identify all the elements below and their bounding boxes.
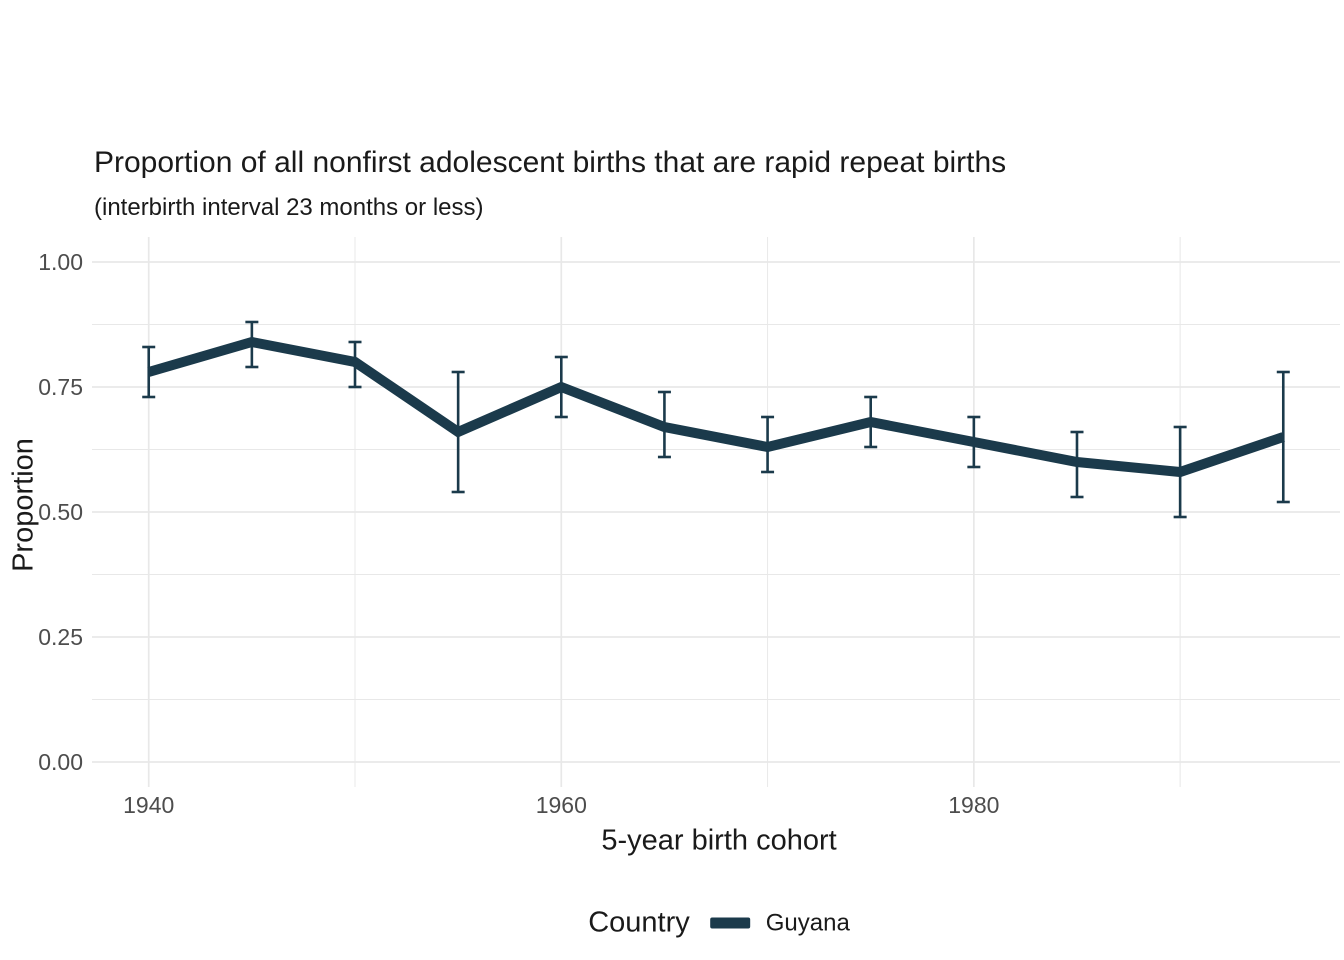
chart-subtitle: (interbirth interval 23 months or less) xyxy=(94,194,484,221)
y-tick-label: 0.25 xyxy=(38,624,83,650)
legend-title: Country xyxy=(588,906,690,939)
legend-swatch-line xyxy=(709,917,750,929)
legend-entry-guyana: Guyana xyxy=(765,909,850,936)
x-tick-label: 1980 xyxy=(948,792,999,818)
chart-title: Proportion of all nonfirst adolescent bi… xyxy=(94,146,1007,179)
x-tick-label: 1940 xyxy=(123,792,174,818)
y-axis-title: Proportion xyxy=(7,438,40,572)
x-tick-label: 1960 xyxy=(536,792,587,818)
x-axis-title: 5-year birth cohort xyxy=(601,824,837,857)
y-tick-label: 0.00 xyxy=(38,749,83,775)
legend: Country Guyana xyxy=(588,907,850,940)
y-tick-label: 0.75 xyxy=(38,374,83,400)
y-tick-label: 1.00 xyxy=(38,249,83,275)
y-tick-label: 0.50 xyxy=(38,499,83,525)
data-line-guyana xyxy=(147,336,1285,478)
